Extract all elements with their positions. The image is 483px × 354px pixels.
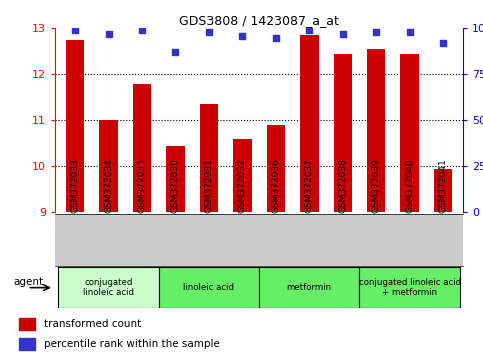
Title: GDS3808 / 1423087_a_at: GDS3808 / 1423087_a_at xyxy=(179,14,339,27)
Point xyxy=(272,35,280,40)
Bar xyxy=(19,318,35,330)
Bar xyxy=(200,104,218,212)
Bar xyxy=(300,35,318,212)
Bar xyxy=(159,267,259,308)
Bar xyxy=(19,338,35,350)
Text: conjugated linoleic acid
+ metformin: conjugated linoleic acid + metformin xyxy=(358,278,461,297)
Bar xyxy=(66,40,85,212)
Point xyxy=(171,50,179,55)
Bar xyxy=(233,139,252,212)
Bar xyxy=(434,169,452,212)
Bar xyxy=(99,120,118,212)
Text: transformed count: transformed count xyxy=(44,319,142,329)
Point xyxy=(239,33,246,39)
Text: metformin: metformin xyxy=(287,283,332,292)
Bar xyxy=(166,146,185,212)
Point xyxy=(339,31,347,37)
Text: percentile rank within the sample: percentile rank within the sample xyxy=(44,339,220,349)
Bar xyxy=(133,84,151,212)
Bar xyxy=(334,54,352,212)
Text: linoleic acid: linoleic acid xyxy=(184,283,234,292)
Bar xyxy=(58,267,159,308)
Point xyxy=(439,40,447,46)
Bar xyxy=(259,267,359,308)
Point xyxy=(205,29,213,35)
Bar xyxy=(359,267,460,308)
Bar xyxy=(400,54,419,212)
Point xyxy=(305,27,313,33)
Point xyxy=(406,29,413,35)
Point xyxy=(71,27,79,33)
Bar xyxy=(267,125,285,212)
Point xyxy=(138,27,146,33)
Bar xyxy=(367,49,385,212)
Point xyxy=(372,29,380,35)
Point xyxy=(105,31,113,37)
Text: conjugated
linoleic acid: conjugated linoleic acid xyxy=(83,278,134,297)
Text: agent: agent xyxy=(14,276,44,286)
